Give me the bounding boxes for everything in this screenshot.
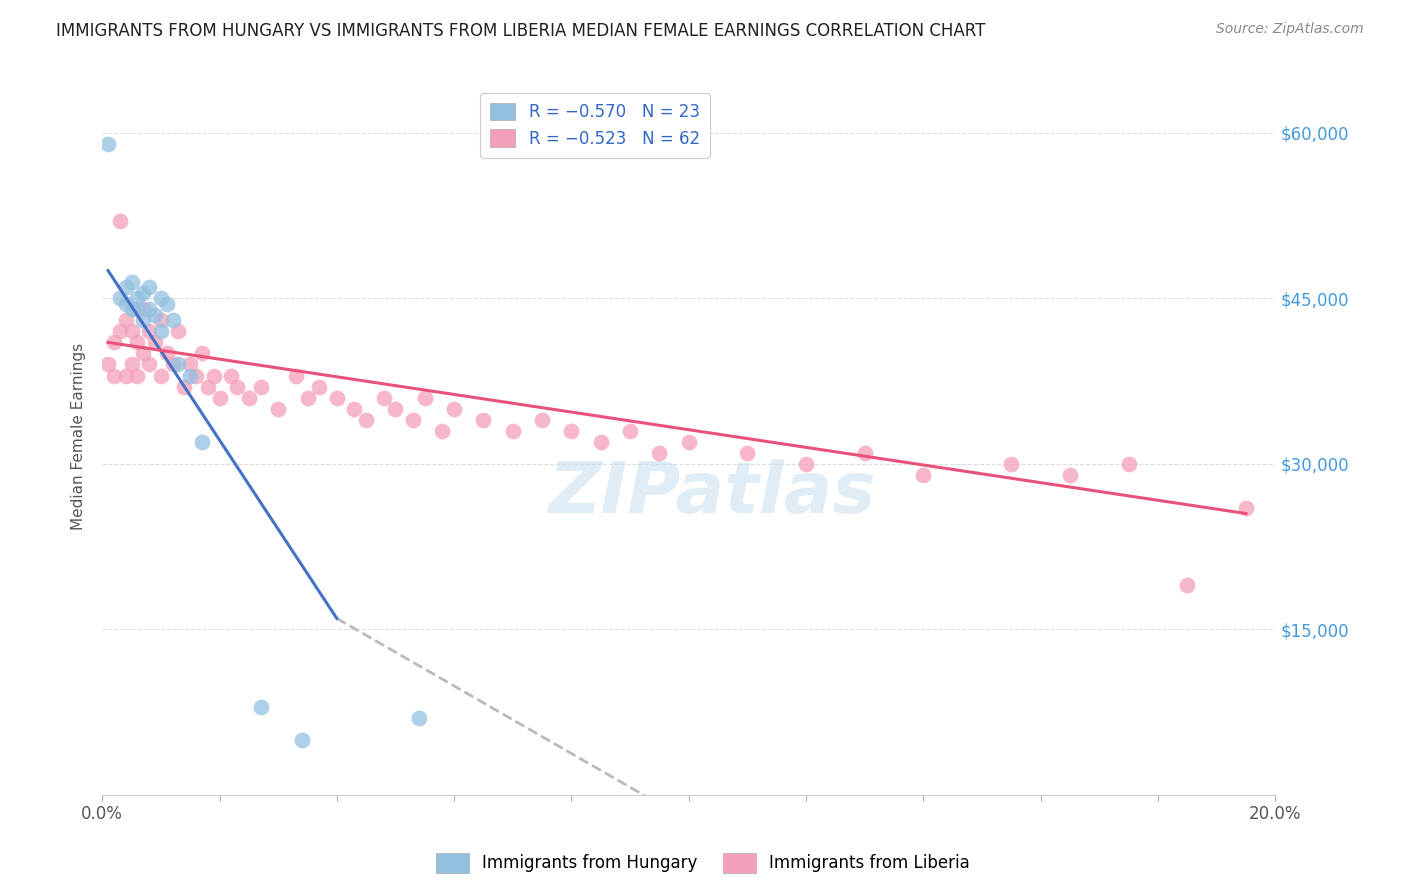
Point (1059, 467, 1081, 482)
Point (156, 346, 179, 360)
Point (219, 368, 242, 383)
Point (97, 136, 120, 151)
Point (408, 711, 430, 725)
Point (472, 413, 495, 427)
Point (132, 285, 155, 300)
Point (1118, 457, 1140, 471)
Point (132, 313, 155, 327)
Point (678, 434, 700, 449)
Point (121, 302, 143, 317)
Point (127, 368, 149, 383)
Point (249, 379, 271, 393)
Point (284, 368, 307, 383)
Point (794, 457, 817, 471)
Point (108, 291, 131, 305)
Point (121, 324, 143, 338)
Text: Source: ZipAtlas.com: Source: ZipAtlas.com (1216, 22, 1364, 37)
Point (143, 308, 166, 322)
Y-axis label: Median Female Earnings: Median Female Earnings (72, 343, 86, 530)
Point (108, 324, 131, 338)
Point (354, 413, 377, 427)
Legend: Immigrants from Hungary, Immigrants from Liberia: Immigrants from Hungary, Immigrants from… (429, 847, 977, 880)
Point (853, 446, 876, 460)
Point (531, 413, 554, 427)
Point (138, 324, 160, 338)
Point (413, 391, 436, 405)
Point (149, 291, 172, 305)
Point (114, 297, 136, 311)
Point (443, 401, 465, 416)
Point (589, 434, 612, 449)
Point (132, 346, 155, 360)
Legend: R = −0.570   N = 23, R = −0.523   N = 62: R = −0.570 N = 23, R = −0.523 N = 62 (481, 93, 710, 158)
Point (97, 358, 120, 372)
Point (132, 302, 155, 317)
Point (127, 302, 149, 317)
Point (432, 424, 454, 438)
Point (138, 280, 160, 294)
Point (108, 214, 131, 228)
Point (114, 313, 136, 327)
Point (502, 424, 524, 438)
Point (167, 358, 190, 372)
Point (184, 368, 207, 383)
Point (167, 324, 190, 338)
Text: ZIPatlas: ZIPatlas (548, 459, 876, 528)
Point (191, 434, 214, 449)
Point (343, 401, 366, 416)
Point (143, 335, 166, 350)
Point (384, 401, 406, 416)
Point (179, 368, 201, 383)
Point (560, 424, 582, 438)
Point (1175, 578, 1198, 592)
Point (912, 467, 935, 482)
Point (149, 324, 172, 338)
Point (103, 335, 125, 350)
Point (121, 275, 143, 289)
Point (162, 313, 184, 327)
Point (226, 379, 249, 393)
Point (402, 413, 425, 427)
Point (121, 358, 143, 372)
Point (191, 346, 214, 360)
Point (648, 446, 671, 460)
Point (297, 391, 319, 405)
Point (208, 391, 231, 405)
Point (114, 280, 136, 294)
Point (249, 699, 271, 714)
Point (138, 358, 160, 372)
Point (308, 379, 330, 393)
Point (737, 446, 759, 460)
Point (373, 391, 395, 405)
Point (127, 291, 149, 305)
Point (149, 313, 172, 327)
Point (162, 358, 184, 372)
Point (619, 424, 641, 438)
Point (156, 297, 179, 311)
Point (173, 379, 195, 393)
Point (179, 358, 201, 372)
Point (267, 401, 290, 416)
Point (103, 368, 125, 383)
Point (291, 732, 314, 747)
Point (197, 379, 219, 393)
Point (149, 368, 172, 383)
Point (114, 368, 136, 383)
Point (238, 391, 260, 405)
Point (127, 335, 149, 350)
Point (1000, 457, 1022, 471)
Point (202, 368, 225, 383)
Text: IMMIGRANTS FROM HUNGARY VS IMMIGRANTS FROM LIBERIA MEDIAN FEMALE EARNINGS CORREL: IMMIGRANTS FROM HUNGARY VS IMMIGRANTS FR… (56, 22, 986, 40)
Point (138, 302, 160, 317)
Point (326, 391, 349, 405)
Point (1234, 501, 1257, 516)
